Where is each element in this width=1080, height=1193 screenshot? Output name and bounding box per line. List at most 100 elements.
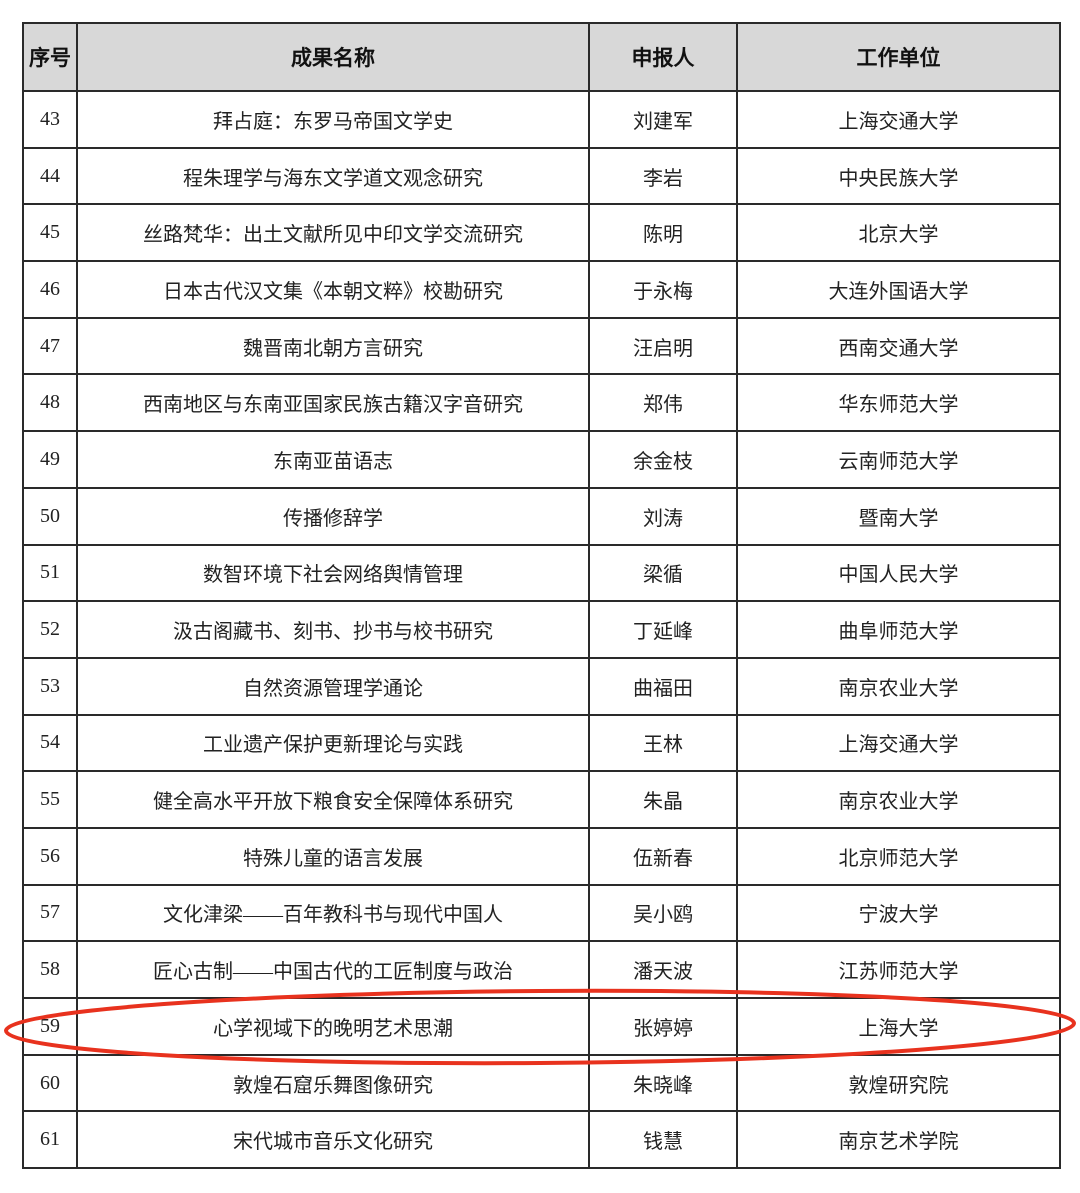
cell-title: 拜占庭：东罗马帝国文学史 [76, 90, 590, 149]
table-row: 49 东南亚苗语志 余金枝 云南师范大学 [22, 430, 1061, 489]
cell-title: 自然资源管理学通论 [76, 656, 590, 716]
cell-title: 敦煌石窟乐舞图像研究 [76, 1053, 590, 1113]
cell-applicant: 钱慧 [588, 1110, 738, 1170]
cell-institution: 西南交通大学 [736, 316, 1061, 376]
table-row: 52 汲古阁藏书、刻书、抄书与校书研究 丁延峰 曲阜师范大学 [22, 600, 1061, 659]
cell-institution: 上海交通大学 [736, 713, 1061, 773]
table-row: 56 特殊儿童的语言发展 伍新春 北京师范大学 [22, 826, 1061, 886]
cell-institution: 南京艺术学院 [736, 1110, 1061, 1170]
cell-title: 传播修辞学 [76, 486, 590, 546]
cell-index: 53 [22, 656, 78, 716]
cell-index: 54 [22, 713, 78, 773]
table-row: 45 丝路梵华：出土文献所见中印文学交流研究 陈明 北京大学 [22, 203, 1061, 263]
cell-index: 50 [22, 486, 78, 546]
cell-title: 文化津梁——百年教科书与现代中国人 [76, 883, 590, 943]
cell-institution: 北京师范大学 [736, 826, 1061, 886]
cell-index: 61 [22, 1110, 78, 1170]
cell-title: 特殊儿童的语言发展 [76, 826, 590, 886]
cell-title: 汲古阁藏书、刻书、抄书与校书研究 [76, 600, 590, 659]
table-row: 54 工业遗产保护更新理论与实践 王林 上海交通大学 [22, 713, 1061, 773]
cell-title: 东南亚苗语志 [76, 430, 590, 489]
achievements-table: 序号 成果名称 申报人 工作单位 43 拜占庭：东罗马帝国文学史 刘建军 上海交通大学… [22, 22, 1061, 1170]
table-row: 47 魏晋南北朝方言研究 汪启明 西南交通大学 [22, 316, 1061, 376]
cell-index: 48 [22, 373, 78, 433]
cell-institution: 上海大学 [736, 997, 1061, 1056]
cell-applicant: 伍新春 [588, 826, 738, 886]
cell-index: 56 [22, 826, 78, 886]
cell-institution: 江苏师范大学 [736, 940, 1061, 999]
cell-title: 丝路梵华：出土文献所见中印文学交流研究 [76, 203, 590, 263]
cell-institution: 北京大学 [736, 203, 1061, 263]
cell-index: 46 [22, 260, 78, 319]
table-row: 43 拜占庭：东罗马帝国文学史 刘建军 上海交通大学 [22, 90, 1061, 149]
cell-applicant: 余金枝 [588, 430, 738, 489]
cell-applicant: 朱晓峰 [588, 1053, 738, 1113]
cell-title: 数智环境下社会网络舆情管理 [76, 543, 590, 603]
table-row: 59 心学视域下的晚明艺术思潮 张婷婷 上海大学 [22, 997, 1061, 1056]
cell-index: 58 [22, 940, 78, 999]
cell-applicant: 王林 [588, 713, 738, 773]
cell-title: 西南地区与东南亚国家民族古籍汉字音研究 [76, 373, 590, 433]
cell-institution: 中央民族大学 [736, 146, 1061, 206]
header-applicant: 申报人 [588, 22, 738, 92]
cell-index: 60 [22, 1053, 78, 1113]
cell-title: 程朱理学与海东文学道文观念研究 [76, 146, 590, 206]
header-institution: 工作单位 [736, 22, 1061, 92]
cell-applicant: 丁延峰 [588, 600, 738, 659]
cell-institution: 曲阜师范大学 [736, 600, 1061, 659]
cell-institution: 宁波大学 [736, 883, 1061, 943]
table-row: 61 宋代城市音乐文化研究 钱慧 南京艺术学院 [22, 1110, 1061, 1170]
cell-institution: 南京农业大学 [736, 770, 1061, 829]
header-index: 序号 [22, 22, 78, 92]
cell-title: 日本古代汉文集《本朝文粹》校勘研究 [76, 260, 590, 319]
cell-index: 43 [22, 90, 78, 149]
cell-index: 49 [22, 430, 78, 489]
cell-applicant: 汪启明 [588, 316, 738, 376]
cell-applicant: 郑伟 [588, 373, 738, 433]
cell-index: 45 [22, 203, 78, 263]
cell-applicant: 曲福田 [588, 656, 738, 716]
cell-applicant: 陈明 [588, 203, 738, 263]
table-row: 58 匠心古制——中国古代的工匠制度与政治 潘天波 江苏师范大学 [22, 940, 1061, 999]
cell-institution: 中国人民大学 [736, 543, 1061, 603]
cell-index: 51 [22, 543, 78, 603]
table-row: 55 健全高水平开放下粮食安全保障体系研究 朱晶 南京农业大学 [22, 770, 1061, 829]
cell-title: 健全高水平开放下粮食安全保障体系研究 [76, 770, 590, 829]
cell-applicant: 朱晶 [588, 770, 738, 829]
header-title: 成果名称 [76, 22, 590, 92]
cell-applicant: 吴小鸥 [588, 883, 738, 943]
header-row: 序号 成果名称 申报人 工作单位 [22, 22, 1061, 92]
cell-applicant: 刘建军 [588, 90, 738, 149]
cell-title: 心学视域下的晚明艺术思潮 [76, 997, 590, 1056]
cell-applicant: 于永梅 [588, 260, 738, 319]
cell-index: 59 [22, 997, 78, 1056]
cell-index: 44 [22, 146, 78, 206]
cell-applicant: 潘天波 [588, 940, 738, 999]
table-row: 48 西南地区与东南亚国家民族古籍汉字音研究 郑伟 华东师范大学 [22, 373, 1061, 433]
cell-institution: 大连外国语大学 [736, 260, 1061, 319]
cell-institution: 南京农业大学 [736, 656, 1061, 716]
cell-title: 工业遗产保护更新理论与实践 [76, 713, 590, 773]
cell-institution: 暨南大学 [736, 486, 1061, 546]
table-row: 46 日本古代汉文集《本朝文粹》校勘研究 于永梅 大连外国语大学 [22, 260, 1061, 319]
cell-index: 55 [22, 770, 78, 829]
cell-applicant: 刘涛 [588, 486, 738, 546]
cell-title: 宋代城市音乐文化研究 [76, 1110, 590, 1170]
table-row: 53 自然资源管理学通论 曲福田 南京农业大学 [22, 656, 1061, 716]
cell-applicant: 梁循 [588, 543, 738, 603]
table-row: 57 文化津梁——百年教科书与现代中国人 吴小鸥 宁波大学 [22, 883, 1061, 943]
cell-index: 47 [22, 316, 78, 376]
table-row: 51 数智环境下社会网络舆情管理 梁循 中国人民大学 [22, 543, 1061, 603]
cell-title: 魏晋南北朝方言研究 [76, 316, 590, 376]
cell-applicant: 张婷婷 [588, 997, 738, 1056]
cell-index: 57 [22, 883, 78, 943]
cell-institution: 上海交通大学 [736, 90, 1061, 149]
table-row: 50 传播修辞学 刘涛 暨南大学 [22, 486, 1061, 546]
cell-institution: 敦煌研究院 [736, 1053, 1061, 1113]
cell-title: 匠心古制——中国古代的工匠制度与政治 [76, 940, 590, 999]
cell-index: 52 [22, 600, 78, 659]
table-row: 60 敦煌石窟乐舞图像研究 朱晓峰 敦煌研究院 [22, 1053, 1061, 1113]
table-row: 44 程朱理学与海东文学道文观念研究 李岩 中央民族大学 [22, 146, 1061, 206]
cell-institution: 云南师范大学 [736, 430, 1061, 489]
cell-applicant: 李岩 [588, 146, 738, 206]
